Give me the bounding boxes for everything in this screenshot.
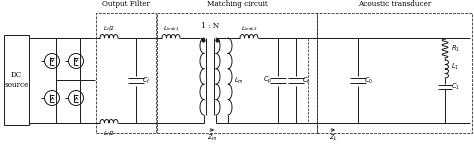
Bar (157, 13, 317, 133)
Text: $R_1$: $R_1$ (451, 43, 460, 54)
Text: $L_f /2$: $L_f /2$ (103, 24, 115, 33)
Text: $L_1$: $L_1$ (451, 62, 459, 72)
Text: $Z_m$: $Z_m$ (207, 133, 218, 143)
Text: 1 : N: 1 : N (201, 22, 219, 30)
Text: DC
source: DC source (4, 71, 29, 89)
Bar (317, 13, 472, 133)
Text: $C_f$: $C_f$ (142, 75, 151, 86)
Text: Acoustic transducer: Acoustic transducer (358, 0, 431, 8)
Text: $C_t$: $C_t$ (302, 75, 310, 86)
Text: Output Filter: Output Filter (102, 0, 150, 8)
Text: $L_{leak2}$: $L_{leak2}$ (241, 24, 257, 33)
Text: Matching circuit: Matching circuit (207, 0, 267, 8)
Text: $L_{leak1}$: $L_{leak1}$ (163, 24, 179, 33)
Bar (96, 13, 156, 133)
Text: $L_f /2$: $L_f /2$ (103, 129, 115, 138)
Text: $L_m$: $L_m$ (234, 75, 244, 86)
Bar (4, 35, 29, 125)
Text: $Z_L$: $Z_L$ (328, 133, 337, 143)
Text: $C_1$: $C_1$ (451, 82, 460, 92)
Text: $C_0$: $C_0$ (364, 75, 373, 86)
Text: $C_p$: $C_p$ (263, 75, 272, 86)
